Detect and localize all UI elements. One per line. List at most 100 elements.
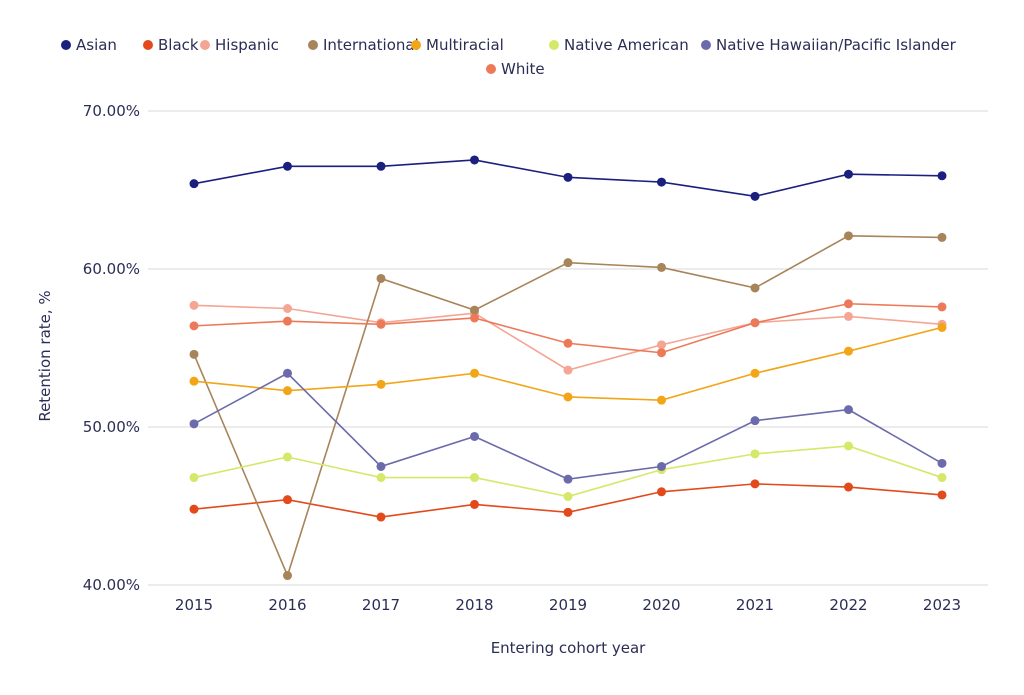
legend-marker (411, 40, 421, 50)
data-point (563, 392, 573, 402)
legend-item: Native Hawaiian/Pacific Islander (701, 36, 957, 54)
data-point (750, 479, 760, 489)
data-point (750, 191, 760, 201)
data-point (750, 449, 760, 459)
legend: Asian Black Hispanic International Multiraci… (61, 36, 957, 78)
data-point (563, 507, 573, 517)
data-point (844, 311, 853, 321)
data-point (283, 386, 292, 396)
series-lines (189, 155, 947, 581)
data-point (657, 395, 666, 405)
x-tick-label: 2020 (642, 596, 680, 614)
data-point (470, 305, 479, 315)
data-point (376, 379, 386, 389)
data-point (189, 376, 199, 386)
series-black (189, 479, 947, 522)
legend-label: International (323, 36, 419, 54)
data-point (376, 319, 386, 329)
data-point (750, 318, 760, 328)
series-white (189, 299, 947, 358)
data-point (844, 299, 853, 309)
y-axis: 70.00% 60.00% 50.00% 40.00% (83, 102, 140, 594)
series-native-american (189, 441, 947, 502)
data-point (563, 365, 573, 375)
data-point (376, 462, 386, 471)
data-point (563, 492, 573, 502)
series-multiracial (189, 322, 947, 405)
data-point (937, 171, 947, 181)
data-point (937, 302, 947, 312)
data-point (283, 368, 292, 378)
legend-label: Hispanic (215, 36, 279, 54)
data-point (283, 495, 292, 505)
data-point (376, 473, 386, 483)
y-axis-label: Retention rate, % (36, 290, 54, 421)
data-point (750, 283, 760, 293)
legend-item: Multiracial (411, 36, 504, 54)
data-point (470, 431, 479, 441)
legend-marker (61, 40, 71, 50)
legend-label: Asian (76, 36, 117, 54)
data-point (189, 349, 199, 359)
series-line (193, 445, 943, 498)
legend-label: White (501, 60, 545, 78)
data-point (657, 177, 666, 187)
legend-item: Hispanic (200, 36, 279, 54)
data-point (189, 179, 199, 189)
x-axis: 2015 2016 2017 2018 2019 2020 2021 2022 2023 (175, 596, 961, 614)
data-point (376, 512, 386, 522)
series-line (193, 326, 943, 401)
data-point (283, 161, 292, 171)
x-tick-label: 2017 (362, 596, 400, 614)
data-point (189, 504, 199, 514)
data-point (283, 304, 292, 313)
data-point (844, 405, 853, 415)
data-point (189, 419, 199, 429)
series-international (189, 231, 947, 581)
legend-marker (143, 40, 153, 50)
legend-marker (308, 40, 318, 50)
data-point (844, 231, 853, 241)
data-point (283, 571, 292, 581)
legend-label: Black (158, 36, 199, 54)
legend-marker (549, 40, 559, 50)
data-point (563, 474, 573, 484)
y-tick-label: 60.00% (83, 260, 140, 278)
legend-marker (486, 64, 496, 74)
data-point (563, 338, 573, 348)
data-point (563, 258, 573, 268)
legend-item: Black (143, 36, 199, 54)
data-point (470, 155, 479, 165)
series-asian (189, 155, 947, 201)
x-tick-label: 2023 (923, 596, 961, 614)
data-point (657, 262, 666, 272)
gridlines (148, 110, 988, 586)
legend-marker (701, 40, 711, 50)
series-native-hawaiian-pacific-islander (189, 368, 947, 484)
data-point (657, 487, 666, 497)
x-tick-label: 2022 (829, 596, 867, 614)
legend-label: Native American (564, 36, 689, 54)
data-point (844, 346, 853, 356)
y-tick-label: 70.00% (83, 102, 140, 120)
x-tick-label: 2016 (268, 596, 306, 614)
data-point (283, 452, 292, 462)
data-point (844, 441, 853, 451)
data-point (470, 313, 479, 323)
data-point (470, 473, 479, 483)
data-point (283, 316, 292, 326)
data-point (750, 416, 760, 426)
x-tick-label: 2018 (455, 596, 493, 614)
data-point (657, 340, 666, 350)
data-point (937, 232, 947, 242)
data-point (189, 473, 199, 483)
data-point (937, 458, 947, 468)
data-point (376, 273, 386, 283)
y-tick-label: 50.00% (83, 418, 140, 436)
data-point (937, 490, 947, 500)
series-line (193, 235, 943, 578)
y-tick-label: 40.00% (83, 576, 140, 594)
legend-item: International (308, 36, 419, 54)
x-tick-label: 2015 (175, 596, 213, 614)
